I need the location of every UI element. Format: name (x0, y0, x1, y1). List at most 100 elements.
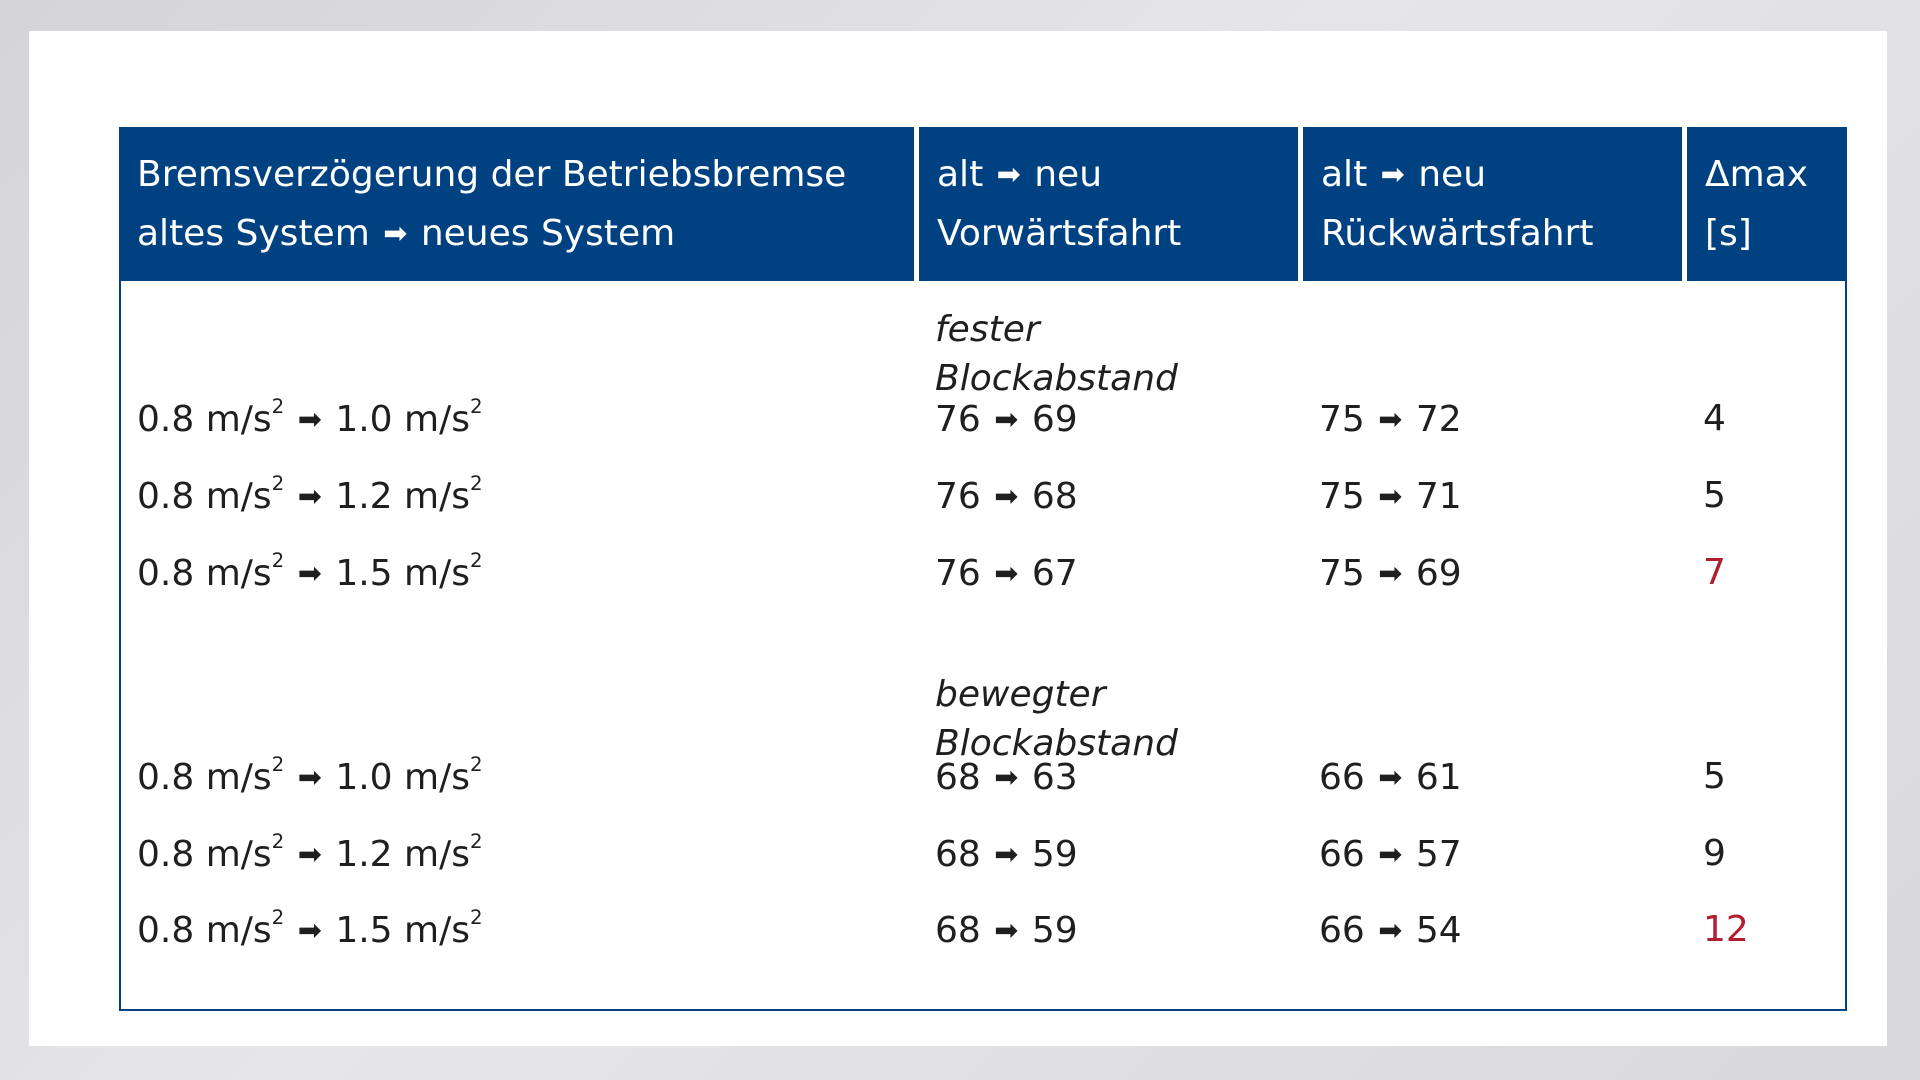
header-col-forward: alt ➡ neu Vorwärtsfahrt (914, 127, 1298, 281)
cell-braking-change: 0.8 m/s2 ➡ 1.2 m/s2 (137, 824, 483, 885)
table-row: 0.8 m/s2 ➡ 1.0 m/s2 76 ➡ 69 75 ➡ 72 4 (121, 389, 1845, 449)
forward-old: 68 (935, 757, 981, 798)
header-col-dmax-line1: Δmax (1705, 154, 1809, 195)
acceleration-unit: m/s (404, 476, 470, 517)
acceleration-unit: m/s (205, 910, 272, 951)
forward-old: 76 (935, 553, 981, 594)
cell-reverse: 75 ➡ 69 (1319, 543, 1462, 604)
group-label-line2: Blockabstand (935, 723, 1178, 764)
arrow-right-icon: ➡ (994, 760, 1019, 794)
forward-new: 59 (1031, 910, 1078, 951)
acceleration-number: 0.8 (137, 476, 195, 517)
cell-reverse: 75 ➡ 71 (1319, 466, 1462, 527)
arrow-right-icon: ➡ (1378, 760, 1403, 794)
group-label: fester Blockabstand (935, 305, 1178, 403)
unit-exponent: 2 (469, 549, 483, 573)
cell-braking-change: 0.8 m/s2 ➡ 1.5 m/s2 (137, 543, 483, 604)
arrow-right-icon: ➡ (994, 837, 1019, 871)
arrow-right-icon: ➡ (1378, 402, 1403, 436)
reverse-new: 69 (1415, 553, 1462, 594)
unit-exponent: 2 (271, 472, 285, 496)
header-old-system: altes System (137, 213, 370, 254)
cell-reverse: 75 ➡ 72 (1319, 389, 1462, 450)
cell-forward: 76 ➡ 69 (935, 389, 1078, 450)
arrow-right-icon: ➡ (297, 837, 322, 871)
acceleration-value: 0.8 m/s2 (137, 832, 284, 875)
reverse-new: 72 (1415, 399, 1462, 440)
arrow-right-icon: ➡ (1378, 837, 1403, 871)
cell-forward: 76 ➡ 67 (935, 543, 1078, 604)
acceleration-value: 0.8 m/s2 (137, 755, 284, 798)
group-label-line2: Blockabstand (935, 358, 1178, 399)
arrow-right-icon: ➡ (994, 556, 1019, 590)
cell-braking-change: 0.8 m/s2 ➡ 1.0 m/s2 (137, 389, 483, 450)
acceleration-unit: m/s (205, 757, 272, 798)
forward-new: 69 (1031, 399, 1078, 440)
header-col-reverse-line1: alt ➡ neu (1321, 145, 1682, 204)
header-col-braking-line1: Bremsverzögerung der Betriebsbremse (137, 154, 847, 195)
header-new: neu (1418, 154, 1487, 195)
arrow-right-icon: ➡ (1380, 157, 1405, 191)
forward-old: 76 (935, 476, 981, 517)
acceleration-value: 0.8 m/s2 (137, 397, 284, 440)
unit-exponent: 2 (271, 395, 285, 419)
acceleration-value: 1.0 m/s2 (335, 755, 482, 798)
forward-new: 67 (1031, 553, 1078, 594)
table-row: 0.8 m/s2 ➡ 1.2 m/s2 68 ➡ 59 66 ➡ 57 9 (121, 824, 1845, 884)
acceleration-number: 1.0 (335, 399, 393, 440)
group-label-line1: fester (935, 309, 1040, 350)
table-row: 0.8 m/s2 ➡ 1.2 m/s2 76 ➡ 68 75 ➡ 71 5 (121, 466, 1845, 526)
group-label: bewegter Blockabstand (935, 670, 1178, 768)
header-old: alt (937, 154, 984, 195)
acceleration-number: 1.5 (335, 910, 393, 951)
reverse-old: 75 (1319, 399, 1365, 440)
reverse-new: 57 (1415, 834, 1462, 875)
arrow-right-icon: ➡ (1378, 913, 1403, 947)
arrow-right-icon: ➡ (297, 556, 322, 590)
acceleration-number: 0.8 (137, 910, 195, 951)
cell-forward: 76 ➡ 68 (935, 466, 1078, 527)
figure-card: Bremsverzögerung der Betriebsbremse alte… (29, 31, 1887, 1046)
acceleration-number: 1.2 (335, 476, 393, 517)
acceleration-value: 1.0 m/s2 (335, 397, 482, 440)
acceleration-number: 0.8 (137, 834, 195, 875)
header-new: neu (1034, 154, 1103, 195)
arrow-right-icon: ➡ (1378, 556, 1403, 590)
reverse-old: 66 (1319, 834, 1365, 875)
group-label-line1: bewegter (935, 674, 1106, 715)
unit-exponent: 2 (271, 830, 285, 854)
acceleration-value: 1.2 m/s2 (335, 474, 482, 517)
cell-dmax: 4 (1703, 398, 1726, 439)
reverse-new: 71 (1415, 476, 1462, 517)
header-old: alt (1321, 154, 1368, 195)
table-row: 0.8 m/s2 ➡ 1.5 m/s2 76 ➡ 67 75 ➡ 69 7 (121, 543, 1845, 603)
arrow-right-icon: ➡ (297, 913, 322, 947)
header-col-dmax: Δmax [s] (1682, 127, 1847, 281)
acceleration-value: 1.5 m/s2 (335, 908, 482, 951)
forward-new: 59 (1031, 834, 1078, 875)
cell-dmax: 9 (1703, 833, 1726, 874)
arrow-right-icon: ➡ (994, 913, 1019, 947)
acceleration-number: 1.2 (335, 834, 393, 875)
acceleration-unit: m/s (404, 757, 470, 798)
unit-exponent: 2 (469, 830, 483, 854)
arrow-right-icon: ➡ (994, 479, 1019, 513)
braking-table: Bremsverzögerung der Betriebsbremse alte… (119, 127, 1847, 1011)
acceleration-number: 0.8 (137, 757, 195, 798)
unit-exponent: 2 (271, 753, 285, 777)
acceleration-unit: m/s (205, 834, 272, 875)
arrow-right-icon: ➡ (383, 216, 408, 250)
unit-exponent: 2 (469, 906, 483, 930)
acceleration-value: 1.5 m/s2 (335, 551, 482, 594)
cell-forward: 68 ➡ 59 (935, 824, 1078, 885)
forward-new: 68 (1031, 476, 1078, 517)
reverse-old: 75 (1319, 476, 1365, 517)
reverse-new: 54 (1415, 910, 1462, 951)
arrow-right-icon: ➡ (994, 402, 1019, 436)
unit-exponent: 2 (469, 753, 483, 777)
header-col-forward-line2: Vorwärtsfahrt (937, 213, 1182, 254)
forward-old: 68 (935, 910, 981, 951)
acceleration-number: 0.8 (137, 553, 195, 594)
arrow-right-icon: ➡ (297, 402, 322, 436)
cell-reverse: 66 ➡ 61 (1319, 747, 1462, 808)
